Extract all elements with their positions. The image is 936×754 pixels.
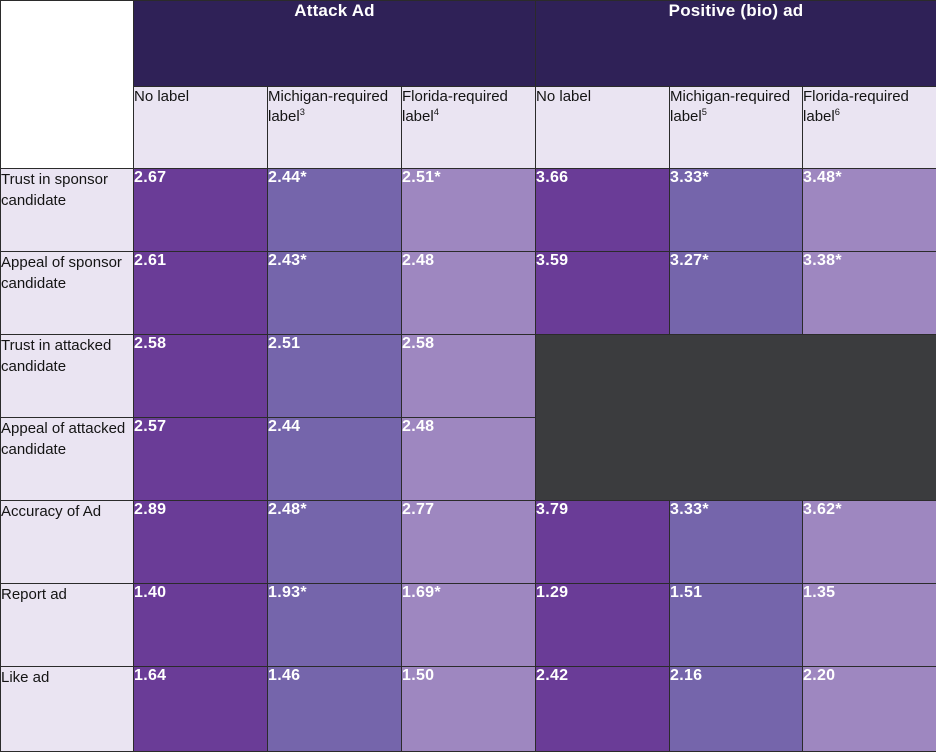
value-cell: 2.51* xyxy=(400,168,537,252)
value-cell: 2.67 xyxy=(133,168,268,252)
value-cell: 1.51 xyxy=(669,583,804,667)
column-header-michigan-attack: Michigan-required label3 xyxy=(267,86,402,169)
table-row-appeal-attacked: Appeal of attacked candidate 2.57 2.44 2… xyxy=(0,417,936,501)
value-cell: 1.50 xyxy=(400,666,537,752)
footnote-marker: 3 xyxy=(299,107,305,118)
value-cell: 2.58 xyxy=(400,334,537,418)
column-header-row: No label Michigan-required label3 Florid… xyxy=(1,86,936,169)
value-cell: 1.64 xyxy=(133,666,268,752)
column-header-no-label-attack: No label xyxy=(133,86,268,169)
value-cell: 3.59 xyxy=(535,251,671,335)
footnote-marker: 5 xyxy=(701,107,707,118)
table-row-like-ad: Like ad 1.64 1.46 1.50 2.42 2.16 2.20 xyxy=(0,666,936,752)
row-label: Trust in sponsor candidate xyxy=(0,168,134,252)
value-cell: 3.33* xyxy=(669,500,804,584)
value-cell: 2.57 xyxy=(133,417,268,501)
column-header-label: Florida-required label xyxy=(803,88,909,126)
value-cell: 2.44* xyxy=(267,168,402,252)
value-cell: 2.44 xyxy=(267,417,402,501)
row-label: Report ad xyxy=(0,583,134,667)
value-cell: 2.43* xyxy=(267,251,402,335)
value-cell: 3.38* xyxy=(802,251,936,335)
value-cell: 2.48 xyxy=(400,251,537,335)
row-label: Like ad xyxy=(0,666,134,752)
table-row-trust-sponsor: Trust in sponsor candidate 2.67 2.44* 2.… xyxy=(0,168,936,252)
column-header-florida-attack: Florida-required label4 xyxy=(400,86,537,169)
value-cell: 1.40 xyxy=(133,583,268,667)
column-header-label: Michigan-required label xyxy=(670,88,791,126)
column-header-label: Michigan-required label xyxy=(268,88,389,126)
column-header-label: No label xyxy=(536,88,592,105)
value-cell: 2.61 xyxy=(133,251,268,335)
value-cell: 2.51 xyxy=(267,334,402,418)
missing-data-cell xyxy=(535,334,936,501)
value-cell: 3.62* xyxy=(802,500,936,584)
footnote-marker: 6 xyxy=(834,107,840,118)
value-cell: 3.66 xyxy=(535,168,671,252)
value-cell: 1.46 xyxy=(267,666,402,752)
row-label: Appeal of sponsor candidate xyxy=(0,251,134,335)
value-cell: 2.58 xyxy=(133,334,268,418)
value-cell: 1.29 xyxy=(535,583,671,667)
value-cell: 3.48* xyxy=(802,168,936,252)
column-header-florida-positive: Florida-required label6 xyxy=(802,86,936,169)
value-cell: 2.77 xyxy=(400,500,537,584)
table-row-trust-attacked: Trust in attacked candidate 2.58 2.51 2.… xyxy=(0,334,936,501)
value-cell: 2.48* xyxy=(267,500,402,584)
row-label: Accuracy of Ad xyxy=(0,500,134,584)
corner-cell xyxy=(0,0,134,169)
column-header-label: No label xyxy=(134,88,190,105)
group-header-row: Attack Ad Positive (bio) ad xyxy=(0,0,936,169)
value-cell: 3.33* xyxy=(669,168,804,252)
value-cell: 2.48 xyxy=(400,417,537,501)
value-cell: 2.16 xyxy=(669,666,804,752)
value-cell: 2.89 xyxy=(133,500,268,584)
value-cell: 1.35 xyxy=(802,583,936,667)
footnote-marker: 4 xyxy=(433,107,439,118)
value-cell: 1.69* xyxy=(400,583,537,667)
value-cell: 1.93* xyxy=(267,583,402,667)
value-cell: 2.42 xyxy=(535,666,671,752)
table-row-report-ad: Report ad 1.40 1.93* 1.69* 1.29 1.51 1.3… xyxy=(0,583,936,667)
row-label: Appeal of attacked candidate xyxy=(0,417,134,501)
value-cell: 3.79 xyxy=(535,500,671,584)
table-row-accuracy: Accuracy of Ad 2.89 2.48* 2.77 3.79 3.33… xyxy=(0,500,936,584)
group-header-positive-bio-ad: Positive (bio) ad xyxy=(535,0,936,87)
column-header-label: Florida-required label xyxy=(402,88,508,126)
group-header-attack-ad: Attack Ad xyxy=(132,0,537,87)
column-header-no-label-positive: No label xyxy=(535,86,671,169)
value-cell: 2.20 xyxy=(802,666,936,752)
row-label: Trust in attacked candidate xyxy=(0,334,134,418)
column-header-michigan-positive: Michigan-required label5 xyxy=(669,86,804,169)
value-cell: 3.27* xyxy=(669,251,804,335)
table-row-appeal-sponsor: Appeal of sponsor candidate 2.61 2.43* 2… xyxy=(0,251,936,335)
